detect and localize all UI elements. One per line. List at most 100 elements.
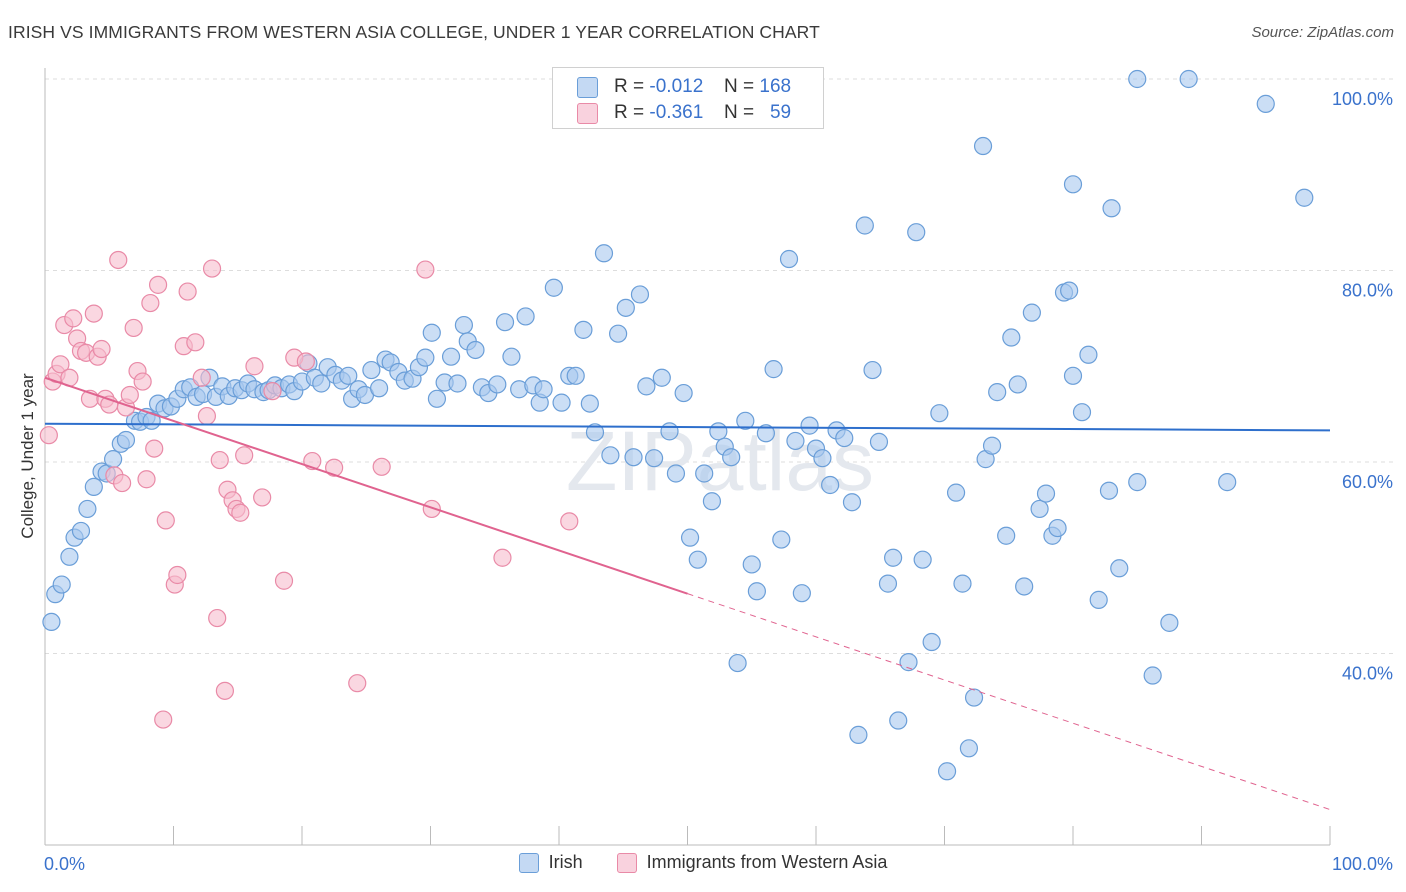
- immigrants-point: [137, 470, 156, 489]
- irish-point: [1015, 577, 1034, 596]
- irish-point: [1128, 473, 1147, 492]
- irish-point: [680, 528, 700, 547]
- irish-point: [502, 347, 521, 366]
- irish-point: [922, 632, 941, 652]
- irish-point: [362, 360, 381, 380]
- irish-point: [997, 526, 1016, 545]
- immigrants-legend-swatch: [616, 852, 637, 873]
- irish-point: [71, 521, 91, 541]
- irish-point: [666, 464, 686, 483]
- irish-point: [312, 374, 331, 393]
- irish-point: [959, 739, 979, 758]
- irish-trend-line: [44, 422, 1331, 432]
- immigrants-point: [202, 259, 222, 278]
- irish-point: [78, 499, 97, 519]
- irish-point: [637, 377, 656, 396]
- immigrants-point: [253, 488, 272, 507]
- x-tick-label-min: 0.0%: [44, 854, 85, 874]
- immigrants-point: [416, 260, 435, 279]
- irish-point: [516, 307, 535, 326]
- irish-point: [849, 725, 868, 744]
- irish-point: [899, 653, 918, 672]
- irish-point: [601, 446, 620, 465]
- irish-point: [495, 313, 515, 332]
- immigrants-point: [124, 318, 143, 338]
- irish-point: [883, 548, 903, 567]
- legend-label-irish: Irish: [548, 852, 583, 872]
- irish-point: [609, 324, 628, 343]
- irish-point: [1079, 345, 1098, 364]
- immigrants-point: [235, 446, 254, 465]
- irish-point: [339, 366, 358, 385]
- immigrants-r-value: -0.361: [649, 102, 704, 123]
- irish-point: [973, 136, 993, 156]
- irish-point: [930, 404, 949, 423]
- axes: [44, 68, 1331, 846]
- immigrants-point: [39, 426, 58, 445]
- irish-point: [644, 449, 664, 468]
- irish-point: [786, 431, 805, 451]
- irish-point: [821, 475, 840, 495]
- irish-point: [624, 448, 643, 467]
- irish-point: [566, 366, 585, 385]
- irish-point: [1089, 590, 1108, 609]
- immigrants-point: [154, 710, 173, 729]
- immigrants-point: [197, 406, 217, 426]
- y-tick-label: 40.0%: [1342, 664, 1393, 684]
- immigrants-point: [231, 503, 250, 522]
- series-legend: Irish Immigrants from Western Asia: [0, 852, 1406, 873]
- irish-point: [722, 448, 741, 467]
- legend-row-immigrants: R = -0.361 N = 59: [577, 100, 791, 126]
- irish-point: [792, 584, 811, 603]
- legend-item-irish: Irish: [518, 852, 583, 873]
- data-points: [39, 69, 1314, 781]
- irish-point: [1030, 499, 1049, 519]
- r-label: R =: [614, 102, 645, 123]
- trend-lines: [44, 376, 1331, 811]
- irish-point: [1143, 666, 1162, 685]
- n-label: N =: [724, 102, 755, 123]
- irish-point: [1110, 559, 1129, 578]
- immigrants-point: [92, 339, 111, 359]
- irish-point: [964, 688, 984, 707]
- irish-legend-swatch: [518, 852, 539, 873]
- irish-point: [1218, 473, 1237, 492]
- irish-point: [422, 323, 441, 342]
- irish-point: [772, 530, 791, 549]
- irish-point: [702, 492, 722, 511]
- irish-point: [988, 383, 1007, 402]
- irish-point: [1128, 69, 1147, 89]
- irish-point: [889, 711, 908, 730]
- immigrants-point: [64, 309, 83, 328]
- irish-point: [1102, 199, 1121, 218]
- irish-point: [652, 368, 671, 387]
- irish-point: [630, 285, 650, 304]
- irish-point: [869, 432, 889, 451]
- r-label: R =: [614, 76, 645, 97]
- immigrants-point: [145, 439, 164, 458]
- irish-point: [878, 574, 898, 593]
- irish-point: [580, 394, 599, 413]
- immigrants-point: [156, 511, 175, 530]
- irish-point: [427, 389, 447, 408]
- chart-title: IRISH VS IMMIGRANTS FROM WESTERN ASIA CO…: [8, 22, 820, 42]
- irish-point: [84, 477, 103, 496]
- irish-point: [937, 762, 957, 781]
- irish-point: [913, 550, 932, 569]
- irish-point: [946, 483, 966, 502]
- irish-point: [907, 223, 926, 242]
- irish-point: [370, 379, 389, 398]
- irish-point: [1063, 175, 1083, 194]
- y-tick-label: 60.0%: [1342, 472, 1393, 492]
- irish-point: [416, 348, 435, 367]
- immigrants-point: [348, 674, 367, 693]
- immigrants-point: [51, 355, 70, 374]
- immigrants-point: [168, 565, 187, 585]
- irish-point: [42, 612, 61, 632]
- irish-point: [1002, 328, 1021, 347]
- irish-point: [1295, 188, 1314, 207]
- irish-point: [747, 582, 766, 601]
- immigrants-point: [263, 382, 282, 401]
- irish-r-value: -0.012: [649, 76, 704, 97]
